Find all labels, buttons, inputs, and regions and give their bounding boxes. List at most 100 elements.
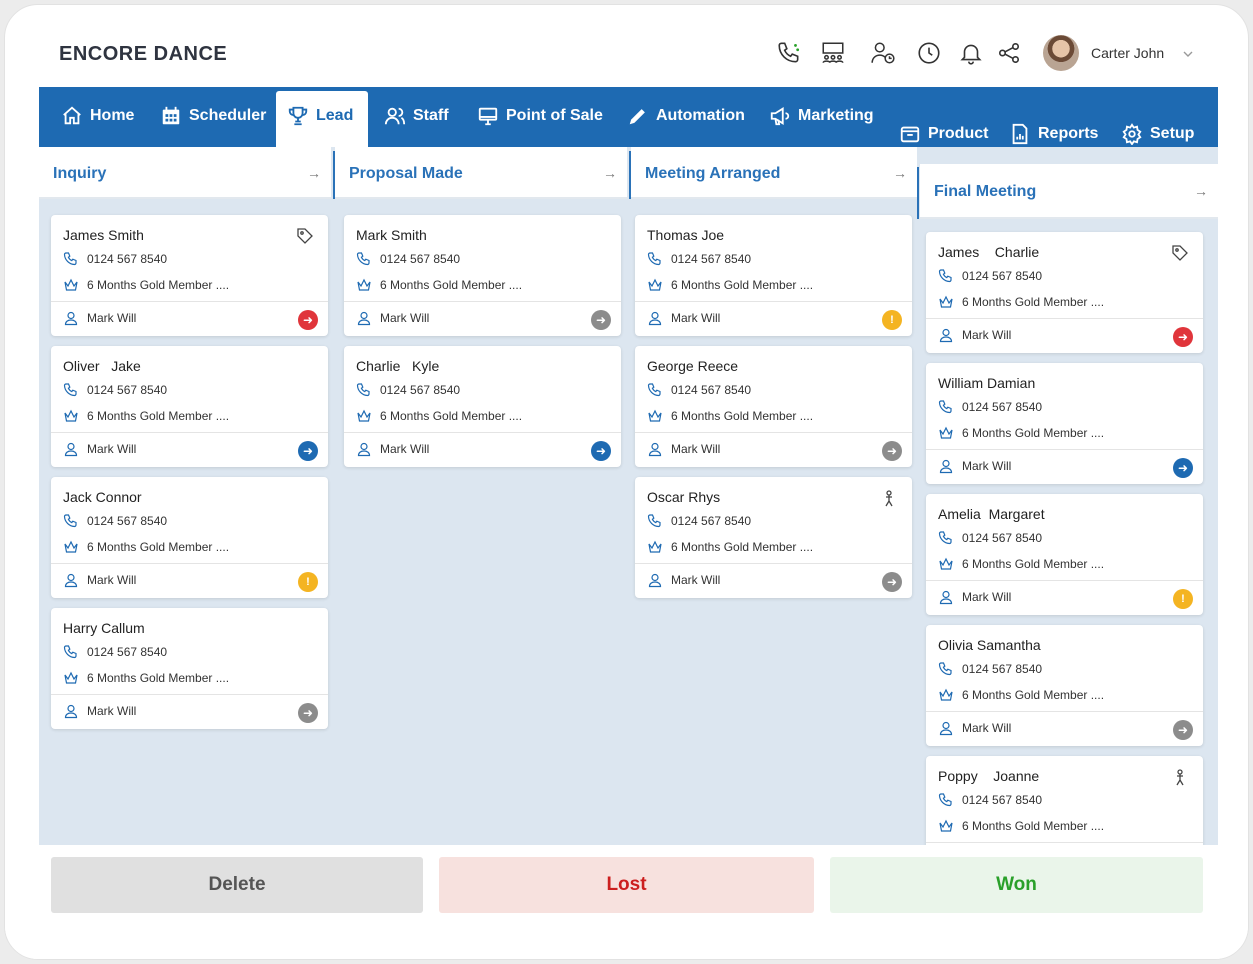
phone-icon [938,269,952,283]
megaphone-icon [770,107,790,126]
lead-card[interactable]: Oscar Rhys 0124 567 8540 6 Months Gold Mem… [635,477,912,598]
tag-icon[interactable] [296,227,314,245]
lead-card[interactable]: James Smith 0124 567 8540 6 Months Gold Me… [51,215,328,336]
pencil-icon [629,109,645,125]
bell-icon[interactable] [957,39,985,67]
lead-card[interactable]: George Reece 0124 567 8540 6 Months Gold M… [635,346,912,467]
move-arrow-icon[interactable]: ➜ [298,441,318,461]
users-icon [384,107,406,125]
won-button[interactable]: Won [830,857,1203,913]
delete-button[interactable]: Delete [51,857,423,913]
tag-icon[interactable] [1171,244,1189,262]
lead-card[interactable]: Oliver Jake 0124 567 8540 6 Months Gold Me… [51,346,328,467]
move-arrow-icon[interactable]: ➜ [882,572,902,592]
user-clock-icon[interactable] [869,39,897,67]
alert-status-icon[interactable]: ! [882,310,902,330]
lead-card[interactable]: William Damian 0124 567 8540 6 Months Gold… [926,363,1203,484]
main-nav: Home Scheduler Lead Staff Point of Sale … [39,87,1218,147]
lead-membership-text: 6 Months Gold Member .... [87,409,230,423]
lead-card[interactable]: Jack Connor 0124 567 8540 6 Months Gold Me… [51,477,328,598]
lead-card[interactable]: Olivia Samantha 0124 567 8540 6 Months Gol… [926,625,1203,746]
nav-setup[interactable]: Setup [1121,123,1194,145]
lead-assignee-text: Mark Will [87,311,137,325]
move-arrow-icon[interactable]: ➜ [882,441,902,461]
card-divider [926,449,1203,450]
class-board-icon[interactable] [819,39,847,67]
avatar[interactable] [1043,35,1079,71]
lead-assignee: Mark Will [63,703,136,719]
move-arrow-icon[interactable]: ➜ [1173,327,1193,347]
lead-card[interactable]: Charlie Kyle 0124 567 8540 6 Months Gold M… [344,346,621,467]
arrow-right-icon[interactable]: → [603,165,617,181]
arrow-right-icon[interactable]: → [893,165,907,181]
arrow-right-icon[interactable]: → [307,165,321,181]
lead-phone: 0124 567 8540 [938,530,1042,546]
move-arrow-icon[interactable]: ➜ [591,441,611,461]
lead-phone-text: 0124 567 8540 [87,645,168,659]
lead-card[interactable]: Mark Smith 0124 567 8540 6 Months Gold Mem… [344,215,621,336]
footer-actions: Delete Lost Won [5,845,1248,959]
lead-phone: 0124 567 8540 [938,792,1042,808]
phone-call-icon[interactable] [775,39,803,67]
lead-name: Poppy Joanne [938,768,1040,784]
lead-phone: 0124 567 8540 [356,251,460,267]
crown-icon [939,819,953,832]
person-alert-icon[interactable] [880,489,898,507]
phone-icon [63,514,77,528]
nav-point-of-sale[interactable]: Point of Sale [477,105,603,127]
lead-card[interactable]: James Charlie 0124 567 8540 6 Months Gold … [926,232,1203,353]
card-divider [635,563,912,564]
lead-name: James Charlie [938,244,1040,260]
person-alert-icon[interactable] [1171,768,1189,786]
nav-marketing[interactable]: Marketing [769,105,874,127]
move-arrow-icon[interactable]: ➜ [591,310,611,330]
phone-icon [938,793,952,807]
crown-icon [939,557,953,570]
lead-name: Amelia Margaret [938,506,1045,522]
nav-home[interactable]: Home [61,105,134,127]
nav-setup-label: Setup [1150,125,1195,142]
nav-staff[interactable]: Staff [384,105,449,127]
lost-button[interactable]: Lost [439,857,814,913]
lead-assignee: Mark Will [938,720,1011,736]
nav-product[interactable]: Product [899,123,988,145]
nav-lead-label: Lead [316,107,354,124]
user-icon [64,311,78,326]
nav-scheduler[interactable]: Scheduler [160,105,266,127]
alert-status-icon[interactable]: ! [1173,589,1193,609]
chevron-down-icon[interactable] [1181,47,1195,61]
user-name[interactable]: Carter John [1091,45,1165,61]
card-divider [344,301,621,302]
lead-card[interactable]: Harry Callum 0124 567 8540 6 Months Gold M… [51,608,328,729]
lead-membership-text: 6 Months Gold Member .... [962,819,1105,833]
crown-icon [939,295,953,308]
lead-phone-text: 0124 567 8540 [87,514,168,528]
phone-icon [63,645,77,659]
column-header-proposal-made: Proposal Made → [335,147,627,199]
move-arrow-icon[interactable]: ➜ [298,703,318,723]
monitor-icon [478,107,498,126]
clock-icon[interactable] [915,39,943,67]
crown-icon [357,409,371,422]
lead-card[interactable]: Thomas Joe 0124 567 8540 6 Months Gold Mem… [635,215,912,336]
crown-icon [64,409,78,422]
nav-lead[interactable]: Lead [287,105,353,127]
nav-reports[interactable]: Reports [1009,123,1098,145]
user-icon [939,459,953,474]
lead-membership: 6 Months Gold Member .... [938,687,1104,703]
card-divider [926,842,1203,843]
phone-icon [647,383,661,397]
crown-icon [64,671,78,684]
lead-membership-text: 6 Months Gold Member .... [962,557,1105,571]
move-arrow-icon[interactable]: ➜ [1173,458,1193,478]
lead-card[interactable]: Poppy Joanne 0124 567 8540 6 Months Gold M… [926,756,1203,845]
lead-card[interactable]: Amelia Margaret 0124 567 8540 6 Months Gol… [926,494,1203,615]
nav-automation[interactable]: Automation [627,105,745,127]
alert-status-icon[interactable]: ! [298,572,318,592]
move-arrow-icon[interactable]: ➜ [1173,720,1193,740]
arrow-right-icon[interactable]: → [1194,183,1208,199]
lead-phone: 0124 567 8540 [63,382,167,398]
move-arrow-icon[interactable]: ➜ [298,310,318,330]
share-icon[interactable] [995,39,1023,67]
lead-membership-text: 6 Months Gold Member .... [380,409,523,423]
